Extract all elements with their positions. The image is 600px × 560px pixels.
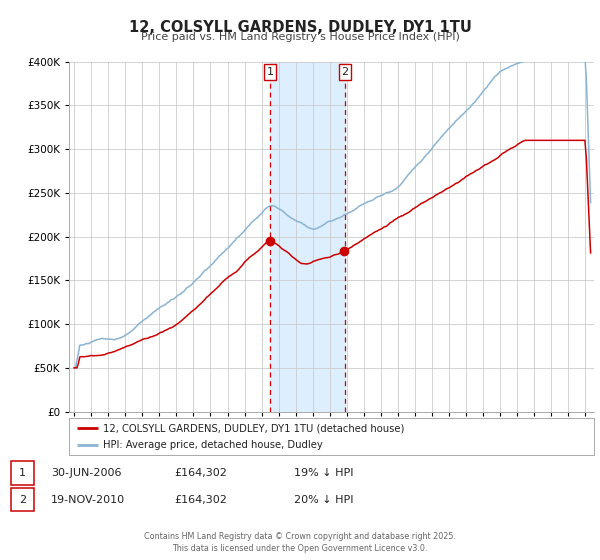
Text: 19-NOV-2010: 19-NOV-2010 xyxy=(51,494,125,505)
Text: 19% ↓ HPI: 19% ↓ HPI xyxy=(294,468,353,478)
Text: £164,302: £164,302 xyxy=(174,494,227,505)
Text: HPI: Average price, detached house, Dudley: HPI: Average price, detached house, Dudl… xyxy=(103,440,323,450)
Text: Contains HM Land Registry data © Crown copyright and database right 2025.
This d: Contains HM Land Registry data © Crown c… xyxy=(144,532,456,553)
Text: 1: 1 xyxy=(266,67,274,77)
Text: 30-JUN-2006: 30-JUN-2006 xyxy=(51,468,121,478)
Text: 2: 2 xyxy=(19,494,26,505)
Text: 1: 1 xyxy=(19,468,26,478)
Bar xyxy=(270,62,345,412)
Text: 2: 2 xyxy=(341,67,349,77)
Text: Price paid vs. HM Land Registry's House Price Index (HPI): Price paid vs. HM Land Registry's House … xyxy=(140,32,460,42)
Text: 12, COLSYLL GARDENS, DUDLEY, DY1 1TU: 12, COLSYLL GARDENS, DUDLEY, DY1 1TU xyxy=(128,20,472,35)
Text: £164,302: £164,302 xyxy=(174,468,227,478)
Text: 20% ↓ HPI: 20% ↓ HPI xyxy=(294,494,353,505)
Text: 12, COLSYLL GARDENS, DUDLEY, DY1 1TU (detached house): 12, COLSYLL GARDENS, DUDLEY, DY1 1TU (de… xyxy=(103,423,404,433)
